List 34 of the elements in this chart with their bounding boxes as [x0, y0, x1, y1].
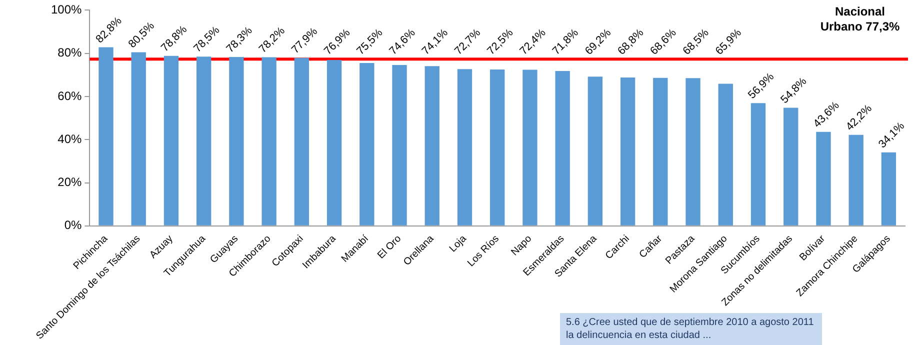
bar	[490, 70, 505, 226]
y-tick-label: 80%	[58, 46, 82, 60]
bar	[457, 69, 472, 226]
bar	[555, 71, 570, 226]
y-tick-label: 40%	[58, 132, 82, 146]
ref-line-label: Nacional Urbano 77,3%	[820, 4, 900, 34]
bar	[848, 134, 864, 226]
bar	[392, 64, 407, 226]
x-tick-label: El Oro	[376, 233, 404, 262]
y-tick-label: 60%	[58, 88, 82, 103]
bar	[784, 108, 798, 226]
bar	[816, 132, 831, 226]
bar	[360, 63, 374, 226]
bar	[588, 76, 603, 226]
bar	[750, 103, 766, 226]
bar	[718, 84, 733, 226]
bar	[294, 58, 310, 226]
bar	[262, 57, 276, 226]
bar	[881, 152, 896, 226]
bar	[131, 52, 146, 226]
bar	[620, 77, 636, 226]
text: 5.6 ¿Cree usted que de septiembre 2010 a agosto 2011 la delincuencia en esta ciudad ...	[566, 316, 815, 342]
bar	[424, 66, 440, 226]
bar	[229, 57, 244, 226]
bar	[522, 70, 538, 226]
bar	[164, 56, 179, 226]
bar	[98, 47, 114, 226]
bar	[326, 60, 342, 226]
y-tick-label: 100%	[50, 2, 82, 17]
bar	[653, 78, 668, 226]
bar	[686, 78, 700, 226]
y-tick-label: 20%	[58, 175, 82, 190]
y-tick-label: 0%	[64, 218, 82, 232]
bar	[196, 56, 212, 226]
